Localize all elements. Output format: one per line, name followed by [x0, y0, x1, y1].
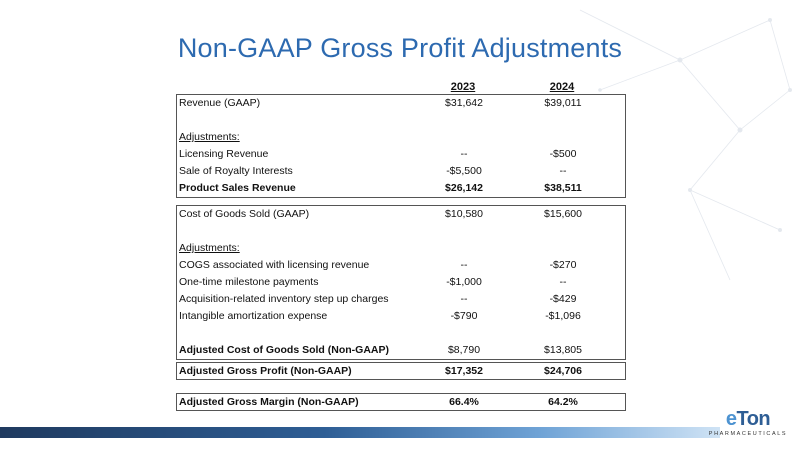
row-label: Revenue (GAAP)	[179, 97, 261, 109]
value-2023: -$790	[450, 310, 478, 322]
table-row: Cost of Goods Sold (GAAP) $10,580 $15,60…	[177, 206, 625, 223]
value-2023: $26,142	[445, 182, 483, 194]
value-2023: -$1,000	[446, 276, 482, 288]
row-label: Sale of Royalty Interests	[179, 165, 293, 177]
value-2024: $24,706	[544, 365, 582, 377]
footer-gradient-bar	[0, 427, 720, 438]
value-2024: -$500	[549, 148, 577, 160]
year-2024-header: 2024	[549, 81, 575, 93]
value-2023: --	[460, 259, 468, 271]
value-2023: --	[460, 148, 468, 160]
background-network-graphic	[579, 9, 792, 281]
row-label: Cost of Goods Sold (GAAP)	[179, 208, 310, 220]
table-row: Adjusted Gross Margin (Non-GAAP) 66.4% 6…	[177, 394, 625, 410]
value-2023: -$5,500	[446, 165, 482, 177]
row-label: Adjusted Gross Margin (Non-GAAP)	[179, 396, 359, 408]
value-2024: --	[559, 276, 567, 288]
table-row: Intangible amortization expense -$790 -$…	[177, 308, 625, 325]
table-row: Revenue (GAAP) $31,642 $39,011	[177, 95, 625, 112]
value-2023: $10,580	[445, 208, 483, 220]
row-label: Acquisition-related inventory step up ch…	[179, 293, 389, 305]
value-2023: $8,790	[447, 344, 481, 356]
row-label: COGS associated with licensing revenue	[179, 259, 370, 271]
row-label: Adjusted Cost of Goods Sold (Non-GAAP)	[179, 344, 389, 356]
value-2024: -$270	[549, 259, 577, 271]
year-2023-header: 2023	[450, 81, 476, 93]
table-row: Adjustments:	[177, 129, 625, 146]
table-row: Adjusted Cost of Goods Sold (Non-GAAP) $…	[177, 342, 625, 359]
table-row: COGS associated with licensing revenue -…	[177, 257, 625, 274]
row-label: Product Sales Revenue	[179, 182, 296, 194]
value-2024: --	[559, 165, 567, 177]
table-row: Product Sales Revenue $26,142 $38,511	[177, 180, 625, 197]
logo-e: e	[725, 408, 737, 430]
logo-ton: Ton	[736, 408, 771, 430]
table-row: Adjustments:	[177, 240, 625, 257]
value-2023: $31,642	[445, 97, 483, 109]
value-2024: $38,511	[544, 182, 582, 194]
spacer-row	[177, 325, 625, 342]
table-row: Adjusted Gross Profit (Non-GAAP) $17,352…	[177, 363, 625, 379]
adjustments-label: Adjustments:	[179, 131, 240, 143]
row-label: Intangible amortization expense	[179, 310, 328, 322]
page-title: Non-GAAP Gross Profit Adjustments	[177, 33, 623, 63]
spacer-row	[177, 112, 625, 129]
table-row: One-time milestone payments -$1,000 --	[177, 274, 625, 291]
value-2024: $15,600	[544, 208, 582, 220]
table-row: Acquisition-related inventory step up ch…	[177, 291, 625, 308]
company-logo: eTon PHARMACEUTICALS	[708, 408, 788, 437]
spacer-row	[177, 223, 625, 240]
row-label: Adjusted Gross Profit (Non-GAAP)	[179, 365, 352, 377]
row-label: One-time milestone payments	[179, 276, 319, 288]
logo-wordmark: eTon	[708, 408, 788, 430]
value-2024: -$429	[549, 293, 577, 305]
gross-profit-section: Adjusted Gross Profit (Non-GAAP) $17,352…	[176, 362, 626, 380]
logo-subtitle: PHARMACEUTICALS	[708, 431, 788, 437]
value-2023: $17,352	[445, 365, 483, 377]
year-header: 2023 2024	[176, 81, 627, 95]
value-2023: --	[460, 293, 468, 305]
cogs-section: Cost of Goods Sold (GAAP) $10,580 $15,60…	[176, 205, 626, 360]
revenue-section: Revenue (GAAP) $31,642 $39,011 Adjustmen…	[176, 94, 626, 198]
table-row: Licensing Revenue -- -$500	[177, 146, 625, 163]
value-2024: $13,805	[544, 344, 582, 356]
value-2024: $39,011	[544, 97, 582, 109]
gross-margin-section: Adjusted Gross Margin (Non-GAAP) 66.4% 6…	[176, 393, 626, 411]
value-2023: 66.4%	[449, 396, 479, 408]
value-2024: 64.2%	[548, 396, 578, 408]
adjustments-label: Adjustments:	[179, 242, 240, 254]
value-2024: -$1,096	[545, 310, 581, 322]
row-label: Licensing Revenue	[179, 148, 269, 160]
table-row: Sale of Royalty Interests -$5,500 --	[177, 163, 625, 180]
